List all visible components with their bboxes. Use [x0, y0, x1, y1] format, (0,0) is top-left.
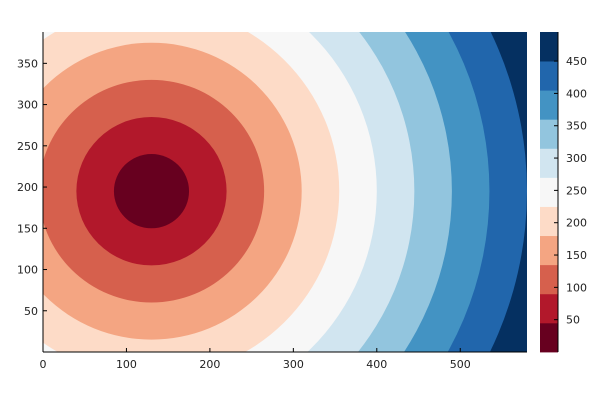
contour-fill-layer [43, 32, 527, 352]
x-tick-label: 400 [366, 358, 387, 371]
x-tick-label: 500 [450, 358, 471, 371]
x-tick-label: 200 [199, 358, 220, 371]
colorbar-tick-label: 450 [566, 55, 587, 68]
y-tick-label: 350 [17, 57, 38, 70]
colorbar-tick-label: 300 [566, 152, 587, 165]
colorbar-segment [540, 322, 558, 353]
colorbar-segment [540, 119, 558, 149]
colorbar-tick-label: 100 [566, 281, 587, 294]
colorbar-segment [540, 206, 558, 237]
colorbar: 50 100 150 200 250 300 350 400 450 [540, 32, 587, 353]
colorbar-segment [540, 90, 558, 120]
y-tick-label: 200 [17, 181, 38, 194]
colorbar-segment [540, 148, 558, 178]
colorbar-segment [540, 264, 558, 295]
x-tick-label: 100 [116, 358, 137, 371]
y-tick-label: 150 [17, 222, 38, 235]
colorbar-tick-label: 200 [566, 217, 587, 230]
colorbar-segment [540, 177, 558, 207]
colorbar-tick-label: 400 [566, 87, 587, 100]
colorbar-tick-label: 150 [566, 249, 587, 262]
axes: 0 100 200 300 400 500 50 100 150 200 250 300 350 [17, 32, 527, 371]
y-tick-label: 300 [17, 99, 38, 112]
colorbar-tick-label: 50 [566, 314, 580, 327]
contour-band [113, 154, 190, 229]
colorbar-segment [540, 32, 558, 62]
colorbar-segment [540, 235, 558, 266]
colorbar-segment [540, 293, 558, 324]
x-tick-label: 0 [40, 358, 47, 371]
y-tick-label: 50 [24, 305, 38, 318]
y-tick-label: 250 [17, 140, 38, 153]
colorbar-tick-label: 250 [566, 184, 587, 197]
colorbar-tick-label: 350 [566, 120, 587, 133]
colorbar-segment [540, 61, 558, 91]
y-tick-label: 100 [17, 264, 38, 277]
x-tick-label: 300 [283, 358, 304, 371]
